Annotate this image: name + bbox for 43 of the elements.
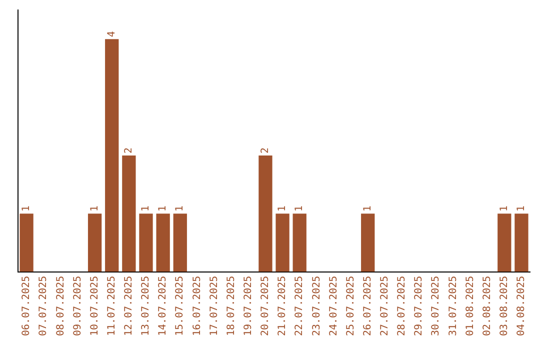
x-tick-label: 14.07.2025 <box>158 276 169 336</box>
x-tick-label: 11.07.2025 <box>106 276 118 336</box>
data-label: 2 <box>124 147 135 154</box>
x-tick-label: 18.07.2025 <box>226 276 237 336</box>
x-tick-label: 02.08.2025 <box>482 276 493 336</box>
x-tick-label: 22.07.2025 <box>294 276 306 336</box>
data-label: 1 <box>277 206 288 212</box>
x-tick-label: 31.07.2025 <box>448 276 459 336</box>
x-tick-label: 30.07.2025 <box>430 276 442 336</box>
data-label: 1 <box>21 206 32 212</box>
x-tick-label: 12.07.2025 <box>124 276 135 336</box>
data-label: 1 <box>140 206 152 212</box>
data-label: 1 <box>89 206 100 212</box>
data-label: 1 <box>294 206 306 212</box>
x-tick-label: 27.07.2025 <box>380 276 391 336</box>
x-tick-label: 08.07.2025 <box>55 276 66 336</box>
x-tick-label: 06.07.2025 <box>21 276 32 336</box>
x-tick-label: 23.07.2025 <box>311 276 322 336</box>
x-tick-label: 26.07.2025 <box>362 276 374 336</box>
x-tick-label: 04.08.2025 <box>516 276 528 336</box>
x-tick-label: 16.07.2025 <box>192 276 203 336</box>
data-label: 2 <box>260 147 272 154</box>
data-label: 4 <box>106 31 118 38</box>
x-tick-label: 28.07.2025 <box>396 276 408 336</box>
x-tick-label: 25.07.2025 <box>345 276 356 336</box>
x-tick-label: 17.07.2025 <box>208 276 220 336</box>
x-tick-label: 20.07.2025 <box>260 276 272 336</box>
x-tick-label: 29.07.2025 <box>414 276 425 336</box>
x-tick-label: 13.07.2025 <box>140 276 152 336</box>
x-tick-label: 07.07.2025 <box>38 276 50 336</box>
x-tick-label: 03.08.2025 <box>498 276 510 336</box>
x-tick-label: 01.08.2025 <box>464 276 476 336</box>
data-label: 1 <box>174 206 186 212</box>
x-tick-label: 24.07.2025 <box>328 276 340 336</box>
x-tick-label: 15.07.2025 <box>174 276 186 336</box>
data-label: 1 <box>498 206 510 212</box>
x-tick-label: 09.07.2025 <box>72 276 84 336</box>
data-label: 1 <box>362 206 374 212</box>
x-tick-label: 21.07.2025 <box>277 276 288 336</box>
x-tick-label: 10.07.2025 <box>89 276 100 336</box>
data-label: 1 <box>158 206 169 212</box>
data-label: 1 <box>516 206 528 212</box>
x-tick-label: 19.07.2025 <box>242 276 254 336</box>
